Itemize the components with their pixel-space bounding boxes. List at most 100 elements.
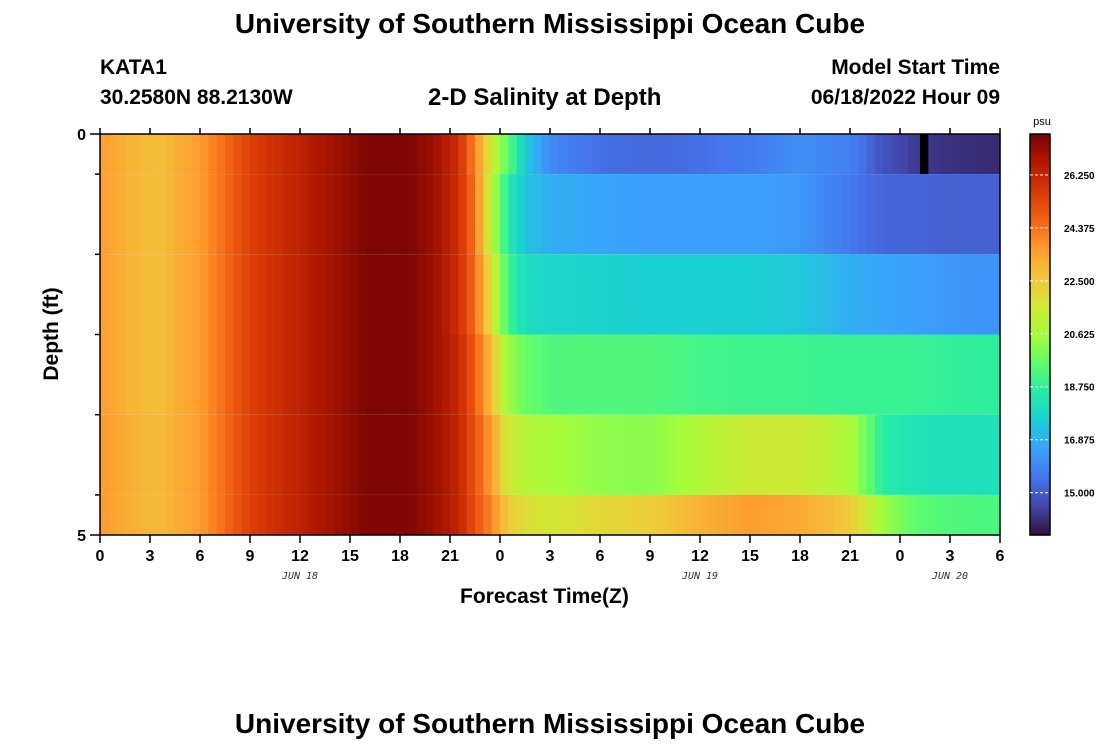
- colorbar-segment: [1030, 401, 1050, 406]
- heatmap-cell: [550, 494, 559, 535]
- heatmap-cell: [375, 494, 384, 535]
- heatmap-cell: [866, 334, 876, 415]
- heatmap-cell: [625, 254, 634, 335]
- heatmap-cell: [683, 334, 693, 415]
- heatmap-cell: [983, 134, 993, 175]
- heatmap-cell: [916, 414, 926, 495]
- heatmap-cell: [558, 254, 568, 335]
- colorbar-segment: [1030, 521, 1050, 526]
- heatmap-cell: [266, 414, 276, 495]
- heatmap-cell: [575, 494, 584, 535]
- model-start-label: Model Start Time: [831, 56, 1000, 79]
- colorbar-segment: [1030, 387, 1050, 392]
- heatmap-cell: [991, 414, 1001, 495]
- heatmap-cell: [358, 254, 368, 335]
- heatmap-cell: [966, 414, 976, 495]
- heatmap-cell: [975, 414, 984, 495]
- heatmap-cell: [500, 254, 509, 335]
- colorbar-segment: [1030, 247, 1050, 252]
- heatmap-cell: [708, 254, 718, 335]
- heatmap-cell: [141, 134, 151, 175]
- heatmap-cell: [475, 134, 484, 175]
- colorbar-segment: [1030, 314, 1050, 319]
- colorbar-segment: [1030, 184, 1050, 189]
- colorbar-segment: [1030, 324, 1050, 329]
- heatmap-cell: [300, 254, 309, 335]
- heatmap-cell: [816, 134, 826, 175]
- heatmap-cell: [208, 414, 218, 495]
- heatmap-cell: [983, 254, 993, 335]
- heatmap-cell: [700, 414, 709, 495]
- heatmap-cell: [458, 174, 468, 255]
- heatmap-cell: [483, 414, 493, 495]
- colorbar-tick-label: 16.875: [1064, 436, 1095, 447]
- heatmap-cell: [333, 414, 343, 495]
- heatmap-cell: [741, 334, 751, 415]
- heatmap-cell: [783, 174, 793, 255]
- heatmap-cell: [608, 334, 618, 415]
- colorbar-segment: [1030, 424, 1050, 429]
- heatmap-cell: [508, 174, 518, 255]
- heatmap-cell: [800, 174, 809, 255]
- heatmap-cell: [716, 174, 726, 255]
- heatmap-cell: [783, 414, 793, 495]
- x-tick-label: 0: [496, 548, 505, 565]
- heatmap-cell: [233, 494, 243, 535]
- x-tick-label: 3: [546, 548, 555, 565]
- heatmap-cell: [733, 174, 743, 255]
- heatmap-cell: [775, 414, 784, 495]
- heatmap-cell: [558, 134, 568, 175]
- heatmap-cell: [475, 174, 484, 255]
- heatmap-cell: [158, 334, 168, 415]
- heatmap-cell: [116, 334, 126, 415]
- heatmap-cell: [925, 134, 934, 175]
- heatmap-cell: [391, 134, 401, 175]
- heatmap-cell: [900, 134, 909, 175]
- heatmap-cell: [741, 174, 751, 255]
- heatmap-cell: [333, 174, 343, 255]
- colorbar-segment: [1030, 144, 1050, 148]
- heatmap-cell: [716, 414, 726, 495]
- heatmap-cell: [841, 494, 851, 535]
- heatmap-cell: [408, 334, 418, 415]
- colorbar-unit-label: psu: [1033, 116, 1051, 128]
- heatmap-cell: [416, 134, 426, 175]
- heatmap-cell: [958, 494, 968, 535]
- heatmap-cell: [666, 254, 676, 335]
- heatmap-cell: [466, 334, 476, 415]
- heatmap-cell: [575, 254, 584, 335]
- heatmap-cell: [325, 254, 334, 335]
- heatmap-cell: [533, 494, 543, 535]
- heatmap-cell: [575, 414, 584, 495]
- colorbar-segment: [1030, 374, 1050, 379]
- heatmap-cell: [516, 494, 526, 535]
- heatmap-cell: [775, 134, 784, 175]
- heatmap-cell: [358, 334, 368, 415]
- heatmap-cell: [833, 174, 843, 255]
- heatmap-cell: [633, 134, 643, 175]
- heatmap-cell: [900, 254, 909, 335]
- colorbar-tick-label: 15.000: [1064, 489, 1095, 500]
- heatmap-cell: [508, 494, 518, 535]
- heatmap-cell: [516, 174, 526, 255]
- heatmap-cell: [383, 134, 393, 175]
- heatmap-cell: [233, 414, 243, 495]
- heatmap-cell: [141, 414, 151, 495]
- heatmap-cell: [250, 134, 259, 175]
- heatmap-cell: [766, 254, 776, 335]
- heatmap-cell: [633, 254, 643, 335]
- heatmap-cell: [566, 334, 576, 415]
- heatmap-cell: [425, 414, 434, 495]
- heatmap-cell: [316, 254, 326, 335]
- heatmap-cell: [475, 414, 484, 495]
- heatmap-cell: [350, 134, 359, 175]
- heatmap-cell: [458, 414, 468, 495]
- heatmap-cell: [166, 334, 176, 415]
- heatmap-cell: [758, 254, 768, 335]
- heatmap-cell: [691, 334, 701, 415]
- heatmap-cell: [916, 254, 926, 335]
- heatmap-cell: [941, 414, 951, 495]
- heatmap-cell: [941, 334, 951, 415]
- heatmap-cell: [650, 174, 659, 255]
- heatmap-cell: [750, 334, 759, 415]
